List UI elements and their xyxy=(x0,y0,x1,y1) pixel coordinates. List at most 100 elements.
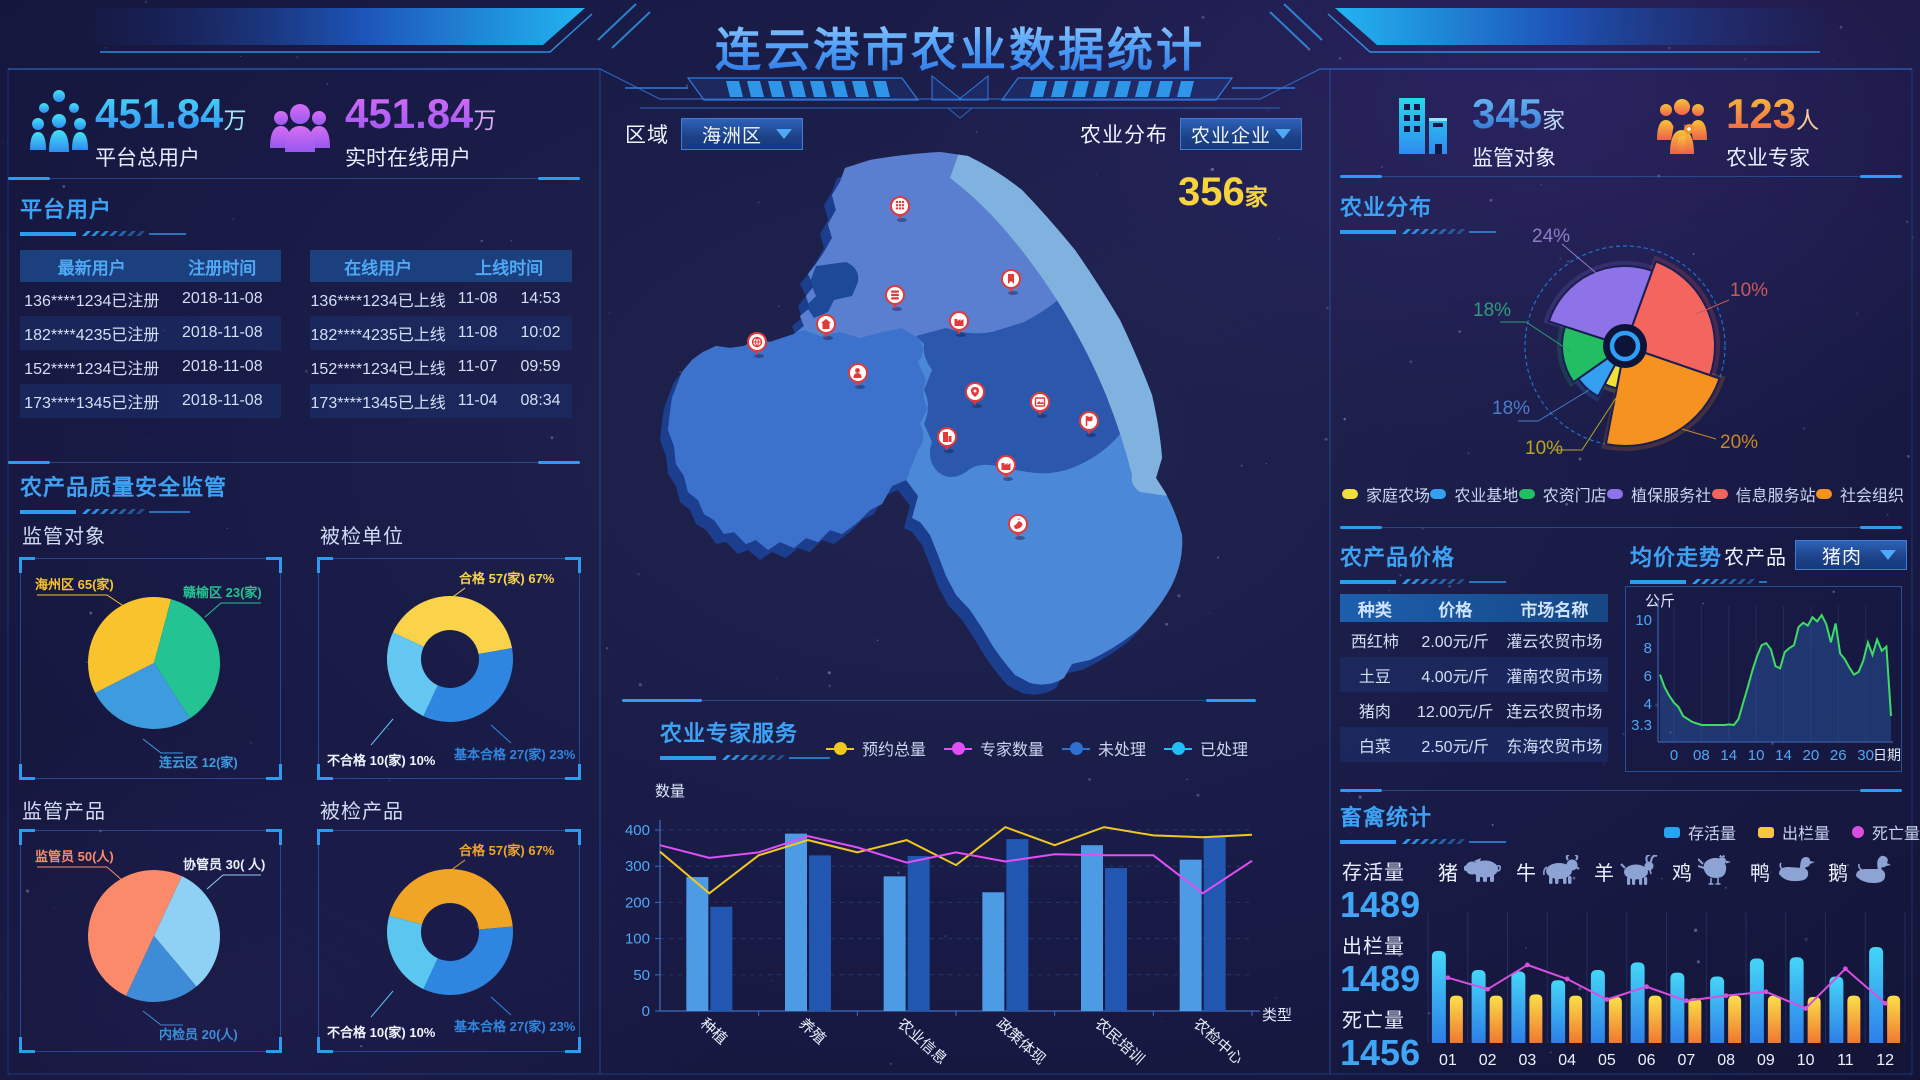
col-header: 市场名称 xyxy=(1520,600,1589,620)
section-livestock: 畜禽统计 xyxy=(1340,800,1510,847)
cell-date: 11-04 xyxy=(457,392,498,409)
divider xyxy=(8,177,580,180)
trend-select-value: 猪肉 xyxy=(1821,546,1862,568)
page-title: 连云港市农业数据统计 xyxy=(0,14,1920,80)
city-map[interactable] xyxy=(620,140,1330,700)
online-users-icon xyxy=(270,104,330,152)
table-row: 173****1345已上线 11-04 08:34 xyxy=(310,384,572,418)
legend-marker xyxy=(944,741,973,755)
svg-text:6: 6 xyxy=(1644,668,1652,685)
legend-item[interactable]: 未处理 xyxy=(1062,736,1146,760)
animal-label: 鹅 xyxy=(1828,862,1848,885)
animal-item: 牛 xyxy=(1516,855,1582,887)
map-marker-flag[interactable] xyxy=(1079,411,1099,437)
section-trend: 均价走势 xyxy=(1630,540,1800,587)
stat-total-users-text: 451.84万 平台总用户 xyxy=(95,90,246,172)
legend-item[interactable]: 预约总量 xyxy=(826,736,926,760)
map-marker-bookmark[interactable] xyxy=(1001,269,1021,295)
legend-item[interactable]: 社会组织 xyxy=(1815,482,1904,506)
livestock-stat-value: 1456 xyxy=(1340,1032,1421,1073)
svg-text:03: 03 xyxy=(1518,1052,1536,1069)
map-marker-layers[interactable] xyxy=(885,285,905,311)
map-marker-factory[interactable] xyxy=(996,455,1016,481)
legend-item[interactable]: 家庭农场 xyxy=(1342,482,1430,506)
cell-date: 11-08 xyxy=(457,324,498,341)
svg-text:日期: 日期 xyxy=(1873,747,1901,763)
map-marker-building[interactable] xyxy=(937,427,957,453)
svg-text:养殖: 养殖 xyxy=(795,1015,829,1048)
legend-item[interactable]: 存活量 xyxy=(1664,820,1736,844)
section-title: 平台用户 xyxy=(20,197,113,222)
legend-label: 已处理 xyxy=(1200,742,1249,759)
svg-text:海州区 65(家): 海州区 65(家) xyxy=(35,577,114,592)
map-marker-home[interactable] xyxy=(816,314,836,340)
legend-label: 家庭农场 xyxy=(1366,488,1431,505)
animal-item: 鸡 xyxy=(1672,855,1738,887)
dist-select[interactable]: 农业企业 xyxy=(1180,118,1302,150)
region-select[interactable]: 海洲区 xyxy=(681,118,803,150)
svg-text:24%: 24% xyxy=(1532,226,1570,247)
donut-card-inspected-units: 合格 57(家) 67% 基本合格 27(家) 23% 不合格 10(家) 10% xyxy=(317,557,581,780)
table-row: 土豆 4.00元/斤 灌南农贸市场 xyxy=(1340,657,1608,692)
section-title: 均价走势 xyxy=(1630,545,1723,570)
map-marker-picture[interactable] xyxy=(1030,392,1050,418)
cell-user: 136****1234已上线 xyxy=(310,293,446,310)
legend-item[interactable]: 死亡量 xyxy=(1852,820,1920,844)
divider xyxy=(1340,175,1902,178)
svg-text:30: 30 xyxy=(1857,747,1874,764)
stat-value: 123 xyxy=(1726,90,1797,137)
cell-user: 173****1345已注册 xyxy=(24,395,160,412)
donut-card-inspected-products: 合格 57(家) 67% 基本合格 27(家) 23% 不合格 10(家) 10% xyxy=(317,829,581,1053)
table-row: 136****1234已上线 11-08 14:53 xyxy=(310,282,572,316)
svg-text:合格 57(家) 67%: 合格 57(家) 67% xyxy=(459,843,555,858)
cell-user: 136****1234已注册 xyxy=(24,293,160,310)
legend-item[interactable]: 农业基地 xyxy=(1430,482,1518,506)
svg-text:07: 07 xyxy=(1677,1052,1695,1069)
svg-text:06: 06 xyxy=(1638,1052,1656,1069)
table-row: 182****4235已注册 2018-11-08 xyxy=(20,316,281,350)
cell-time: 10:02 xyxy=(520,324,561,341)
svg-text:农检中心: 农检中心 xyxy=(1190,1015,1246,1068)
legend-item[interactable]: 专家数量 xyxy=(944,736,1044,760)
chevron-down-icon xyxy=(776,129,792,139)
cell-kind: 白菜 xyxy=(1358,738,1391,756)
legend-item[interactable]: 出栏量 xyxy=(1758,820,1830,844)
map-marker-factory[interactable] xyxy=(949,311,969,337)
stat-total-users xyxy=(28,88,90,160)
cell-market: 灌云农贸市场 xyxy=(1506,633,1603,651)
svg-text:合格 57(家) 67%: 合格 57(家) 67% xyxy=(459,571,555,586)
table-header: 种类 价格 市场名称 xyxy=(1340,594,1608,622)
cell-market: 东海农贸市场 xyxy=(1506,738,1603,756)
pie-card-supervision-products: 监管员 50(人) 协管员 30( 人) 内检员 20(人) xyxy=(19,829,282,1053)
legend-item[interactable]: 农资门店 xyxy=(1518,482,1607,506)
trend-select[interactable]: 猪肉 xyxy=(1795,540,1907,570)
svg-text:0: 0 xyxy=(1670,747,1678,764)
map-marker-location[interactable] xyxy=(965,382,985,408)
map-count: 356家 xyxy=(1178,170,1268,215)
svg-text:农民培训: 农民培训 xyxy=(1091,1015,1147,1068)
stat-unit: 万 xyxy=(223,107,247,133)
legend-swatch xyxy=(1758,826,1774,838)
legend-item[interactable]: 信息服务站 xyxy=(1711,482,1816,506)
legend-item[interactable]: 已处理 xyxy=(1164,736,1248,760)
stat-label: 农业专家 xyxy=(1726,147,1810,170)
svg-text:10: 10 xyxy=(1748,747,1765,764)
stat-unit: 万 xyxy=(473,107,497,133)
svg-text:监管员 50(人): 监管员 50(人) xyxy=(35,849,114,864)
register-table: 最新用户 注册时间 136****1234已注册 2018-11-08 182***… xyxy=(20,250,281,418)
map-marker-wheat[interactable] xyxy=(890,196,910,222)
legend-item[interactable]: 植保服务社 xyxy=(1607,482,1711,506)
section-title: 农产品价格 xyxy=(1340,545,1456,570)
section-title: 畜禽统计 xyxy=(1340,805,1433,830)
map-marker-hand[interactable] xyxy=(1008,514,1028,540)
legend-swatch xyxy=(1852,826,1864,838)
col-header: 注册时间 xyxy=(188,258,257,278)
section-price: 农产品价格 xyxy=(1340,540,1510,587)
stat-supervised xyxy=(1395,96,1451,156)
chart-subtitle: 被检产品 xyxy=(320,801,404,823)
map-marker-globe[interactable] xyxy=(747,332,767,358)
map-marker-person[interactable] xyxy=(848,363,868,389)
col-header: 最新用户 xyxy=(57,258,126,278)
svg-text:10%: 10% xyxy=(1730,280,1768,301)
chart-subtitle: 监管对象 xyxy=(22,526,106,548)
